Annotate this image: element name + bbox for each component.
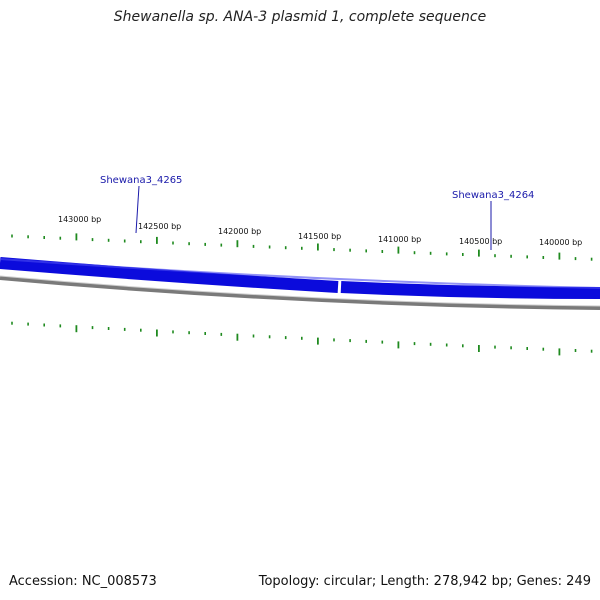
backbone-highlight xyxy=(0,275,600,307)
gene-feature-4265[interactable] xyxy=(0,257,339,293)
scale-label: 141000 bp xyxy=(378,235,421,244)
inner-scale-ticks xyxy=(11,321,593,356)
gene-label-4265[interactable]: Shewana3_4265 xyxy=(100,175,182,186)
scale-label: 140000 bp xyxy=(539,238,582,247)
outer-scale-ticks xyxy=(11,233,593,261)
scale-label: 141500 bp xyxy=(298,232,341,241)
backbone-outer xyxy=(0,276,600,310)
scale-label: 142000 bp xyxy=(218,227,261,236)
summary-text: Topology: circular; Length: 278,942 bp; … xyxy=(258,574,591,589)
gene-callout-line xyxy=(135,185,140,234)
gene-label-4264[interactable]: Shewana3_4264 xyxy=(452,190,534,201)
gene-track-highlight xyxy=(0,258,600,289)
scale-label: 142500 bp xyxy=(138,222,181,231)
scale-label: 140500 bp xyxy=(459,237,502,246)
gene-feature-4264[interactable] xyxy=(340,281,600,299)
scale-label: 143000 bp xyxy=(58,215,101,224)
accession-text: Accession: NC_008573 xyxy=(9,574,157,589)
map-title: Shewanella sp. ANA-3 plasmid 1, complete… xyxy=(113,9,487,25)
